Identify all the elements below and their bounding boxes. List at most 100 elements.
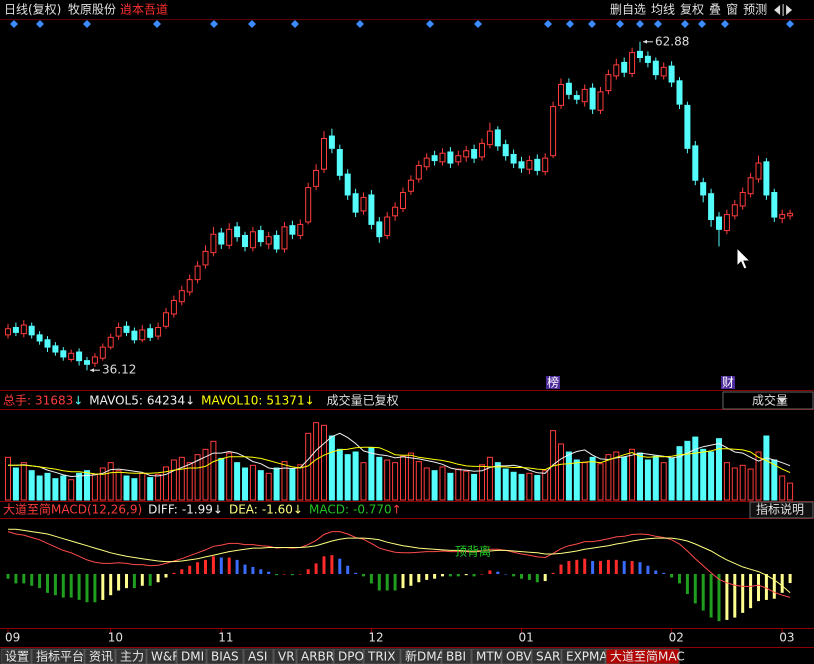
macd-line	[7, 531, 791, 598]
indicator-tab[interactable]	[441, 648, 472, 664]
indicator-tab-label: EXPMA	[566, 650, 608, 664]
indicator-tab-label: 新DMA	[405, 649, 446, 664]
info-marker	[291, 20, 299, 28]
volume-selector[interactable]	[722, 391, 814, 410]
indicator-tab[interactable]	[561, 648, 606, 664]
indicator-tab[interactable]	[146, 648, 177, 664]
macd-bar	[749, 574, 753, 609]
volume-bar	[534, 474, 541, 501]
candle-body	[52, 345, 59, 353]
macd-bar	[764, 574, 768, 600]
macd-bar	[219, 557, 223, 574]
volume-bar	[747, 468, 754, 501]
macd-bar	[527, 574, 531, 580]
macd-bar	[101, 574, 105, 600]
indicator-tab[interactable]	[243, 648, 274, 664]
volume-bar	[755, 451, 762, 501]
x-tick-label: 12	[368, 631, 383, 645]
x-tick-label: 10	[108, 631, 123, 645]
macd-bar	[520, 574, 523, 579]
toolbar-button[interactable]: 复权	[680, 3, 704, 17]
candle-body	[455, 155, 462, 163]
candle-body	[131, 330, 138, 341]
indicator-tab[interactable]	[0, 648, 32, 664]
candle-body	[139, 329, 146, 341]
volume-bar	[131, 478, 138, 501]
macd-bar	[235, 559, 239, 574]
toolbar-button[interactable]: 删自选	[610, 3, 646, 17]
candle-body	[123, 325, 130, 333]
macd-bar	[575, 559, 579, 574]
indicator-tab[interactable]	[400, 648, 442, 664]
macd-bar	[425, 574, 429, 580]
volume-bar	[542, 470, 549, 501]
macd-bar	[448, 574, 452, 577]
legend-trend: ↓	[185, 394, 195, 408]
toolbar-button[interactable]: 叠	[709, 3, 721, 17]
volume-bar	[510, 471, 517, 501]
candle-body	[644, 55, 651, 63]
candle-body	[12, 326, 19, 333]
indicator-tab[interactable]	[363, 648, 401, 664]
volume-bar	[716, 438, 722, 501]
toolbar-button[interactable]: 预测	[743, 3, 767, 17]
indicator-tab[interactable]	[206, 648, 244, 664]
candle-body	[439, 152, 446, 163]
candle-body	[423, 157, 430, 168]
candle-body	[218, 232, 225, 245]
candle-body	[305, 187, 312, 223]
volume-bar	[12, 467, 19, 501]
volume-bar	[123, 475, 130, 501]
macd-bar	[354, 572, 358, 574]
indicator-tab[interactable]	[333, 648, 364, 664]
indicator-tab-label: OBV	[506, 650, 532, 664]
macd-bar	[741, 574, 745, 613]
indicator-tab[interactable]	[471, 648, 502, 664]
volume-bar	[202, 448, 209, 501]
indicator-help-button[interactable]	[749, 501, 814, 519]
indicator-help-label: 指标说明	[756, 502, 804, 517]
candle-body	[321, 138, 327, 170]
candle-body	[392, 206, 399, 217]
pointer-head	[90, 368, 94, 373]
candle-body	[178, 290, 185, 303]
indicator-tab-label: W&R	[151, 650, 181, 664]
indicator-tab-label: 设置	[5, 650, 29, 664]
macd-bar	[551, 572, 555, 574]
volume-bar	[155, 473, 162, 501]
indicator-tab[interactable]	[273, 648, 297, 664]
legend-value: 64234	[147, 394, 185, 408]
candle-body	[313, 169, 320, 187]
toolbar-button[interactable]: 窗	[726, 3, 738, 17]
indicator-tab[interactable]	[31, 648, 85, 664]
candle-body	[242, 234, 248, 247]
candle-body	[155, 326, 162, 337]
volume-bar	[76, 472, 83, 501]
macd-bar	[401, 574, 405, 589]
indicator-tab[interactable]	[176, 648, 207, 664]
indicator-tab[interactable]	[501, 648, 532, 664]
candle-body	[534, 158, 541, 171]
volume-bar	[407, 452, 414, 501]
candle-body	[637, 50, 643, 59]
info-marker	[474, 20, 482, 28]
toolbar-button[interactable]: 均线	[651, 3, 675, 17]
volume-bar	[249, 464, 256, 501]
macd-bar	[480, 574, 484, 575]
macd-bar	[77, 574, 81, 600]
indicator-tab[interactable]	[115, 648, 147, 664]
indicator-tab[interactable]	[531, 648, 562, 664]
event-marker[interactable]	[546, 376, 560, 389]
volume-bar	[400, 455, 406, 501]
event-marker[interactable]	[721, 376, 735, 389]
indicator-tab[interactable]	[296, 648, 334, 664]
candle-body	[747, 177, 754, 195]
macd-bar	[61, 574, 65, 598]
indicator-tab[interactable]	[84, 648, 116, 664]
candle-body	[597, 91, 604, 111]
mouse-cursor	[736, 246, 752, 270]
indicator-tab[interactable]	[605, 648, 680, 664]
macd-bar	[599, 561, 602, 574]
macd-bar	[164, 574, 168, 578]
